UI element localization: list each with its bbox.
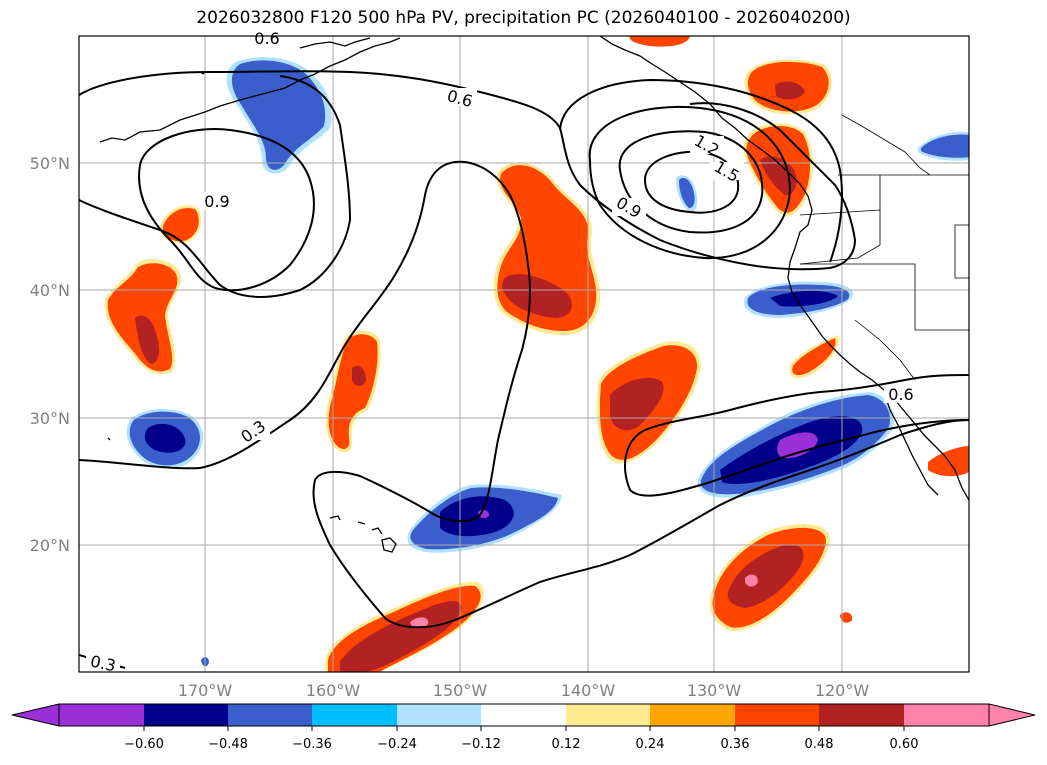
precip-positive-southeast <box>709 524 830 631</box>
lat-label-50: 50°N <box>30 154 70 173</box>
lat-label-20: 20°N <box>30 536 70 555</box>
lat-labels: 50°N 40°N 30°N 20°N <box>30 154 70 555</box>
precip-negative-aleutians <box>226 57 332 174</box>
colorbar-tick: 0.60 <box>890 737 919 752</box>
colorbar-extend-high <box>988 703 1036 727</box>
map-title: 2026032800 F120 500 hPa PV, precipitatio… <box>196 8 851 28</box>
contour-label-0.3-south: 0.3 <box>89 652 118 676</box>
lon-label-160w: 160°W <box>306 681 361 700</box>
precip-positive-central <box>493 162 601 335</box>
coastlines <box>99 36 969 553</box>
colorbar-extend-low <box>11 703 60 727</box>
lon-label-140w: 140°W <box>561 681 616 700</box>
precip-negative-low-center <box>676 175 698 212</box>
contour-label-0.3: 0.3 <box>237 416 269 446</box>
lon-label-170w: 170°W <box>178 681 233 700</box>
colorbar-tick: −0.24 <box>377 737 417 752</box>
precip-positive-pacific-nw <box>743 123 813 216</box>
pv-contours <box>79 70 969 669</box>
gridlines <box>79 36 969 672</box>
political-borders <box>799 114 969 381</box>
map-frame <box>78 35 970 673</box>
contour-label-top: 0.6 <box>254 29 279 48</box>
colorbar: −0.60 −0.48 −0.36 −0.24 −0.12 0.12 0.24 … <box>11 703 1036 752</box>
colorbar-tick: 0.24 <box>636 737 665 752</box>
precip-negative-california <box>744 281 854 318</box>
precip-negative-east <box>697 392 894 498</box>
lon-label-120w: 120°W <box>815 681 870 700</box>
colorbar-tick: −0.48 <box>208 737 248 752</box>
contour-label-0.6-east: 0.6 <box>888 385 913 404</box>
colorbar-tick: −0.36 <box>292 737 332 752</box>
precip-positive-bc <box>744 59 833 115</box>
precip-positive-west-large <box>104 259 182 375</box>
precip-negative-hawaii <box>407 484 562 553</box>
colorbar-tick: 0.48 <box>805 737 834 752</box>
precip-negative-northeast <box>918 131 969 161</box>
lat-label-40: 40°N <box>30 281 70 300</box>
precip-negative-west <box>126 408 204 469</box>
lon-labels: 170°W 160°W 150°W 140°W 130°W 120°W <box>178 681 870 700</box>
precip-positive-east-central <box>596 341 701 464</box>
precip-positive-central-thin <box>325 330 381 453</box>
lon-label-150w: 150°W <box>433 681 488 700</box>
contour-label-0.9-west: 0.9 <box>204 192 229 211</box>
colorbar-tick: 0.36 <box>721 737 750 752</box>
lat-label-30: 30°N <box>30 409 70 428</box>
colorbar-tick: −0.60 <box>124 737 164 752</box>
contour-label-0.9-east: 0.9 <box>613 193 645 222</box>
colorbar-tick: 0.12 <box>552 737 581 752</box>
colorbar-tick: −0.12 <box>461 737 501 752</box>
lon-label-130w: 130°W <box>687 681 742 700</box>
precip-positive-west-small <box>159 205 202 244</box>
